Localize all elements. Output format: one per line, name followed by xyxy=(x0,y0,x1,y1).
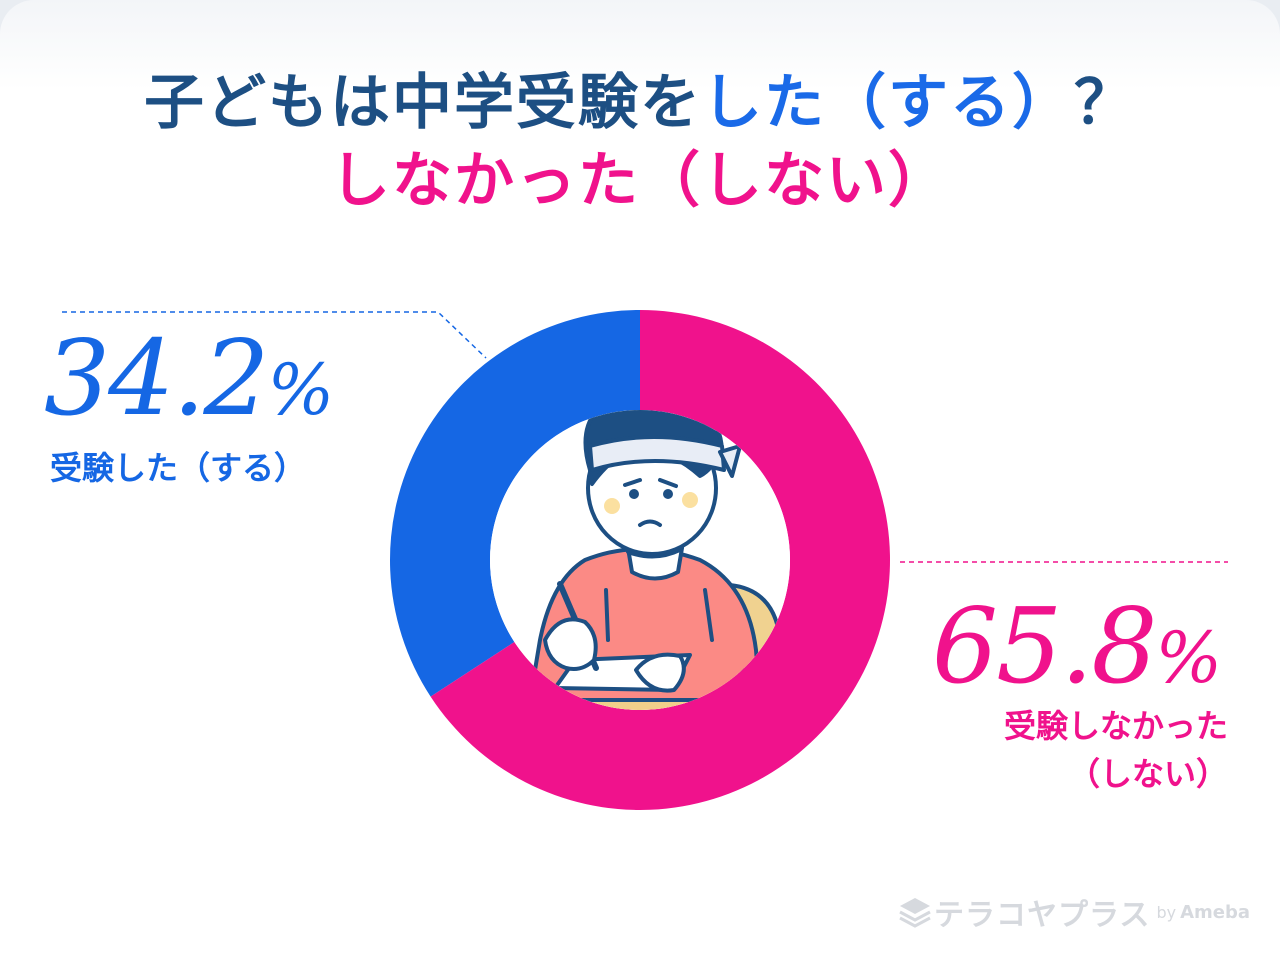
slice-label-did: 受験した（する） xyxy=(50,449,307,487)
slice-did-not xyxy=(430,310,890,810)
title-suffix: ？ xyxy=(1074,68,1136,138)
slice-did xyxy=(389,310,640,697)
slice-label-did-not-line1: 受験しなかった xyxy=(1003,707,1228,745)
brand-logo: テラコヤプラス by Ameba xyxy=(896,892,1250,933)
title-highlight: した（する） xyxy=(702,68,1074,138)
slice-label-did-not-line2: （しない） xyxy=(1067,755,1228,793)
title-prefix: 子どもは中学受験を xyxy=(144,68,702,138)
percent-value-did-not: 65.8 xyxy=(931,585,1158,707)
percent-label-did-not: 65.8% xyxy=(931,585,1222,718)
percent-value-did: 34.2 xyxy=(44,317,270,439)
percent-unit-did: % xyxy=(267,349,335,431)
chart-title-line2: しなかった（しない） xyxy=(330,146,950,216)
percent-unit-did-not: % xyxy=(1155,617,1222,699)
percent-label-did: 34.2% xyxy=(44,317,335,450)
logo-brand: Ameba xyxy=(1180,901,1250,923)
chart-title-line1: 子どもは中学受験をした（する）？ xyxy=(0,66,1280,140)
logo-text: テラコヤプラス xyxy=(934,898,1151,933)
stack-icon xyxy=(899,898,931,928)
logo-by: by xyxy=(1156,902,1177,922)
